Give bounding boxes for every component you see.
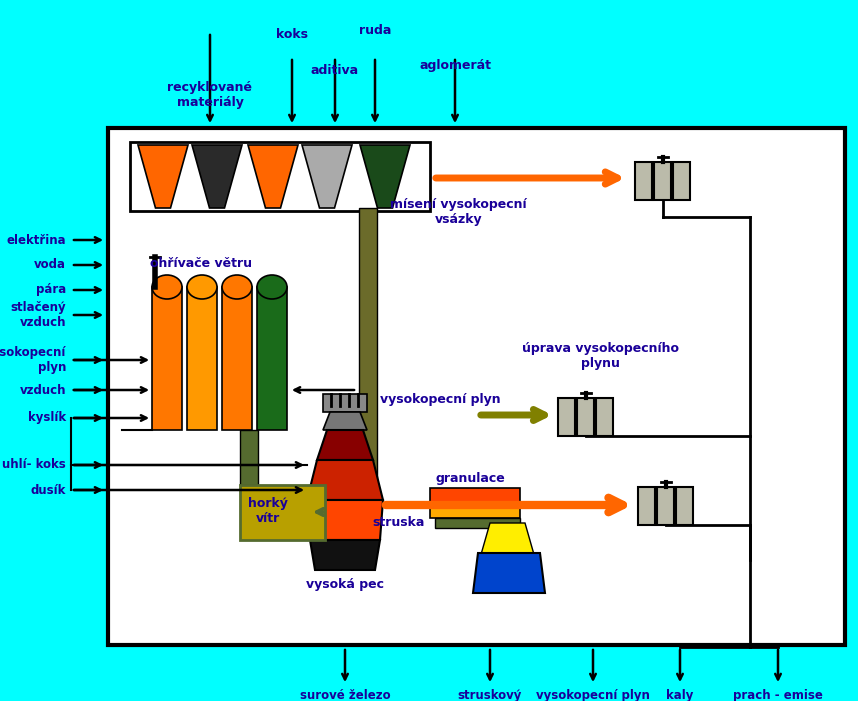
Ellipse shape <box>257 275 287 299</box>
Bar <box>240 485 325 540</box>
Bar <box>635 162 652 200</box>
Bar <box>577 398 594 436</box>
Bar <box>240 430 258 485</box>
Text: aditiva: aditiva <box>311 64 359 76</box>
Bar <box>257 287 287 430</box>
Text: prach - emise: prach - emise <box>733 689 823 701</box>
Bar <box>654 162 671 200</box>
Polygon shape <box>317 430 373 460</box>
Bar <box>430 508 520 518</box>
Text: ruda: ruda <box>359 24 391 36</box>
Bar <box>222 287 252 430</box>
Bar <box>152 287 182 430</box>
Text: kaly: kaly <box>667 689 693 701</box>
Bar <box>638 487 655 525</box>
Bar <box>596 398 613 436</box>
Bar <box>359 208 377 518</box>
Text: kyslík: kyslík <box>27 411 66 425</box>
Text: struska: struska <box>372 517 425 529</box>
Text: mísení vysokopecní
vsázky: mísení vysokopecní vsázky <box>390 198 527 226</box>
Bar <box>673 162 690 200</box>
Ellipse shape <box>187 275 217 299</box>
Bar <box>187 287 217 430</box>
Text: stlačený
vzduch: stlačený vzduch <box>10 301 66 329</box>
Ellipse shape <box>152 275 182 299</box>
Polygon shape <box>473 553 545 593</box>
Polygon shape <box>138 145 188 208</box>
Polygon shape <box>360 145 410 208</box>
Text: vysokopecní plyn: vysokopecní plyn <box>380 393 500 407</box>
Text: aglomerát: aglomerát <box>419 58 491 72</box>
Bar <box>108 128 845 645</box>
Polygon shape <box>192 145 242 208</box>
Text: koks: koks <box>276 29 308 41</box>
Polygon shape <box>302 145 352 208</box>
Text: voda: voda <box>34 259 66 271</box>
Text: vysoká pec: vysoká pec <box>306 578 384 591</box>
Polygon shape <box>248 145 298 208</box>
Text: vysokopecní plyn: vysokopecní plyn <box>536 689 650 701</box>
Bar <box>323 394 367 412</box>
Ellipse shape <box>222 275 252 299</box>
Polygon shape <box>760 0 858 350</box>
Text: horký
vítr: horký vítr <box>248 497 288 525</box>
Text: granulace: granulace <box>435 472 505 485</box>
Text: uhlí- koks: uhlí- koks <box>3 458 66 472</box>
Polygon shape <box>307 460 383 500</box>
Text: vysokopecní
plyn: vysokopecní plyn <box>0 346 66 374</box>
Text: dusík: dusík <box>31 484 66 496</box>
Text: elektřina: elektřina <box>6 233 66 247</box>
Text: pára: pára <box>36 283 66 297</box>
Text: úprava vysokopecního
plynu: úprava vysokopecního plynu <box>522 342 679 370</box>
Text: ohřívače větru: ohřívače větru <box>150 257 252 270</box>
Text: recyklované
materiály: recyklované materiály <box>167 81 252 109</box>
Polygon shape <box>435 518 520 528</box>
Polygon shape <box>307 500 383 540</box>
Bar <box>657 487 674 525</box>
Bar <box>676 487 693 525</box>
Text: surové železo: surové železo <box>299 689 390 701</box>
Text: vzduch: vzduch <box>20 383 66 397</box>
Polygon shape <box>323 412 367 430</box>
Polygon shape <box>480 523 535 558</box>
Text: struskový
písek: struskový písek <box>458 689 523 701</box>
Bar <box>558 398 575 436</box>
Polygon shape <box>310 540 380 570</box>
Bar <box>430 488 520 508</box>
Bar <box>130 142 430 211</box>
